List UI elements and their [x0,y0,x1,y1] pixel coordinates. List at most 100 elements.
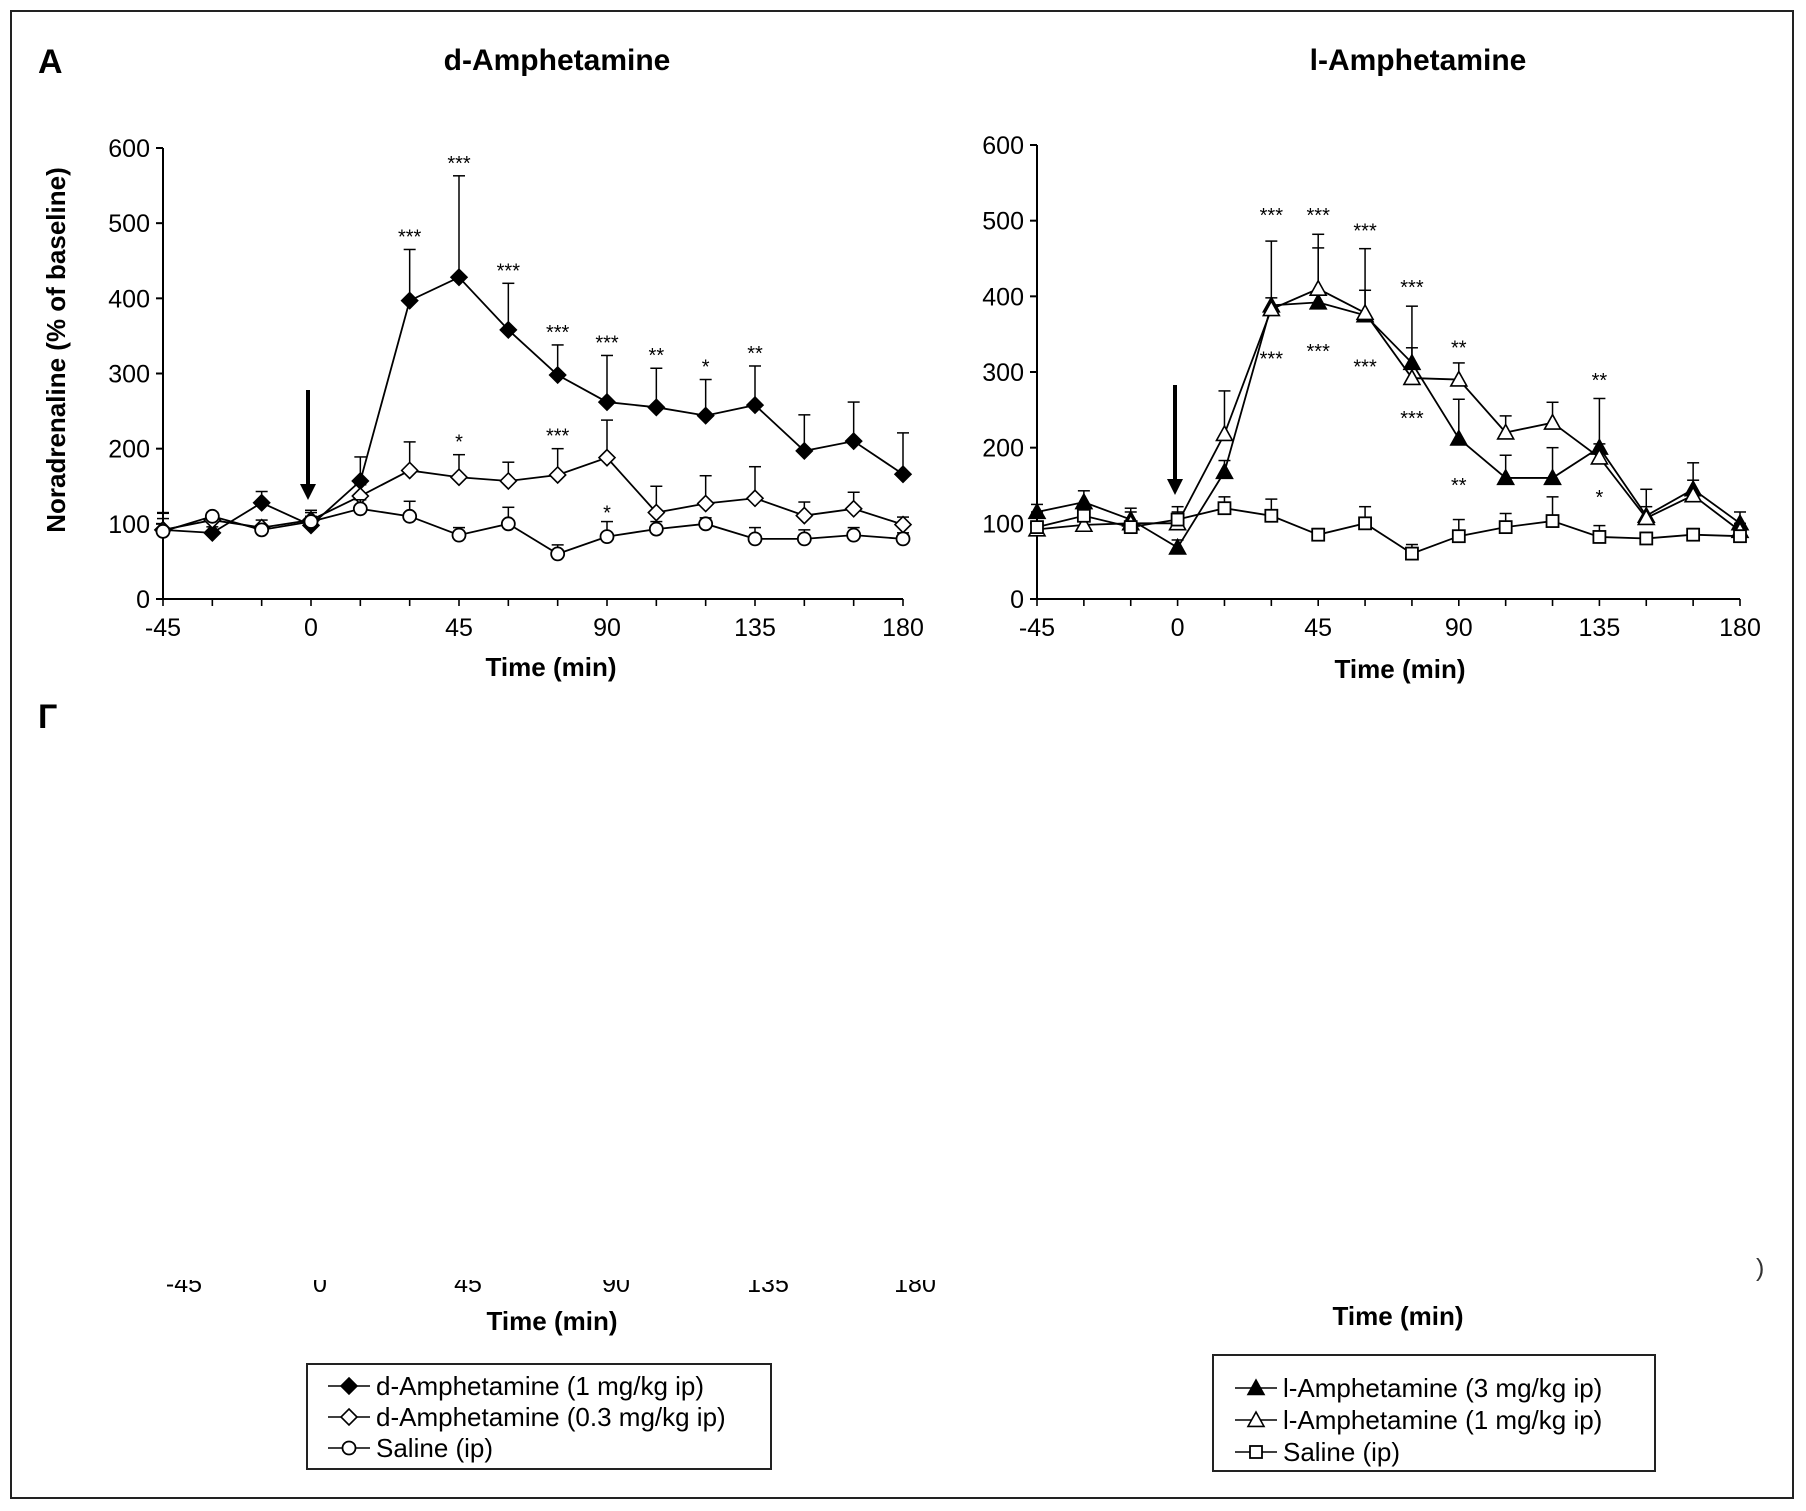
data-point [204,508,220,524]
significance-label: *** [1307,341,1331,363]
series-2 [1027,233,1750,539]
x-tick-label: 135 [1579,614,1621,642]
data-point [1405,546,1419,561]
lower-left-x-axis-label: Time (min) [487,1306,618,1336]
panel-label: A [38,43,63,81]
data-point [597,448,617,467]
data-point [499,471,518,491]
lower-right-edge-char: ) [1756,1254,1764,1282]
x-tick-label: 0 [1171,614,1185,642]
y-tick-label: 500 [982,208,1024,236]
data-point [893,515,913,534]
data-point [303,514,319,529]
lower-x-tick-label: 135 [747,1270,789,1298]
lower-x-tick-label: 90 [602,1270,630,1298]
significance-label: *** [1307,205,1331,227]
data-point [796,531,812,547]
significance-label: *** [546,426,570,448]
lower-right-x-axis-label: Time (min) [1333,1301,1464,1331]
lower-x-tick-label: -45 [166,1270,202,1298]
significance-label: * [702,357,710,379]
lower-x-tick-label: 0 [313,1270,327,1298]
data-point [548,465,567,485]
legend-marker [339,1407,359,1427]
data-point [1686,527,1701,542]
series-line [162,507,904,555]
data-point [696,406,715,425]
data-point [1449,428,1469,446]
data-point [1170,512,1185,527]
y-tick-label: 0 [136,586,150,614]
y-tick-label: 600 [108,135,150,163]
data-point [647,398,666,417]
data-point [1498,520,1513,535]
data-point [698,516,714,532]
y-tick-label: 600 [982,132,1024,160]
data-point [254,522,270,538]
x-axis-label: Time (min) [486,652,617,682]
legend-label: Saline (ip) [376,1433,493,1463]
data-point [696,494,715,513]
legend-right: l-Amphetamine (3 mg/kg ip)l-Amphetamine … [1212,1354,1656,1472]
significance-label: ** [747,343,763,365]
x-tick-label: 45 [1304,614,1332,642]
significance-label: *** [546,322,570,344]
data-point [451,527,467,543]
x-tick-label: 0 [304,614,318,642]
significance-label: *** [595,332,619,354]
chart-title: l-Amphetamine [1310,44,1527,77]
data-point [795,506,814,525]
significance-label: ** [1451,338,1467,360]
chart-l-amphetamine: l-Amphetamine Time (min) 0 100 200 300 400 50… [982,44,1761,684]
series-3 [1030,496,1747,561]
legend-entry: d-Amphetamine (0.3 mg/kg ip) [328,1402,726,1432]
x-tick-label: 90 [1445,614,1473,642]
data-point [745,489,765,508]
y-axis-label: Noradrenaline (% of baseline) [41,167,71,533]
legend-marker [339,1376,359,1396]
series-2 [153,419,913,539]
data-point [1261,299,1281,317]
data-point [648,521,664,537]
legend-entry: l-Amphetamine (1 mg/kg ip) [1235,1405,1602,1435]
series-line [162,456,904,531]
significance-label: * [603,502,611,524]
series-line [1036,507,1741,555]
data-point [1636,508,1656,526]
series-1 [1027,240,1750,555]
significance-label: ** [1451,475,1467,497]
y-tick-label: 0 [1010,586,1024,614]
x-tick-label: 135 [734,614,776,642]
legend-label: Saline (ip) [1283,1437,1400,1467]
significance-label: *** [398,226,422,248]
data-point [1076,508,1091,523]
data-point [1545,514,1560,528]
lower-partial-ticks: -45 0 45 90 135 180 [166,1270,936,1298]
data-point [1402,368,1422,386]
x-tick-label: 45 [445,614,473,642]
x-axis-label: Time (min) [1335,654,1466,684]
cut-panel-label: Г [38,698,57,736]
data-point [599,529,615,545]
data-point [400,461,419,480]
series-line [1036,287,1741,532]
series-3 [155,499,911,562]
significance-label: *** [497,260,521,282]
data-point [1217,501,1232,516]
chart-title: d-Amphetamine [444,44,671,77]
significance-label: ** [1592,370,1608,392]
data-point [1311,527,1326,542]
data-point [402,508,418,524]
data-point [893,465,913,484]
legend-marker [1249,1445,1263,1459]
significance-label: *** [1260,205,1284,227]
injection-arrow [1167,385,1183,495]
y-tick-label: 500 [108,210,150,238]
data-point [597,392,617,412]
data-point [647,503,666,522]
significance-label: * [455,432,463,454]
data-point [499,320,518,340]
data-point [1590,447,1609,465]
figure-frame [10,10,1794,1499]
